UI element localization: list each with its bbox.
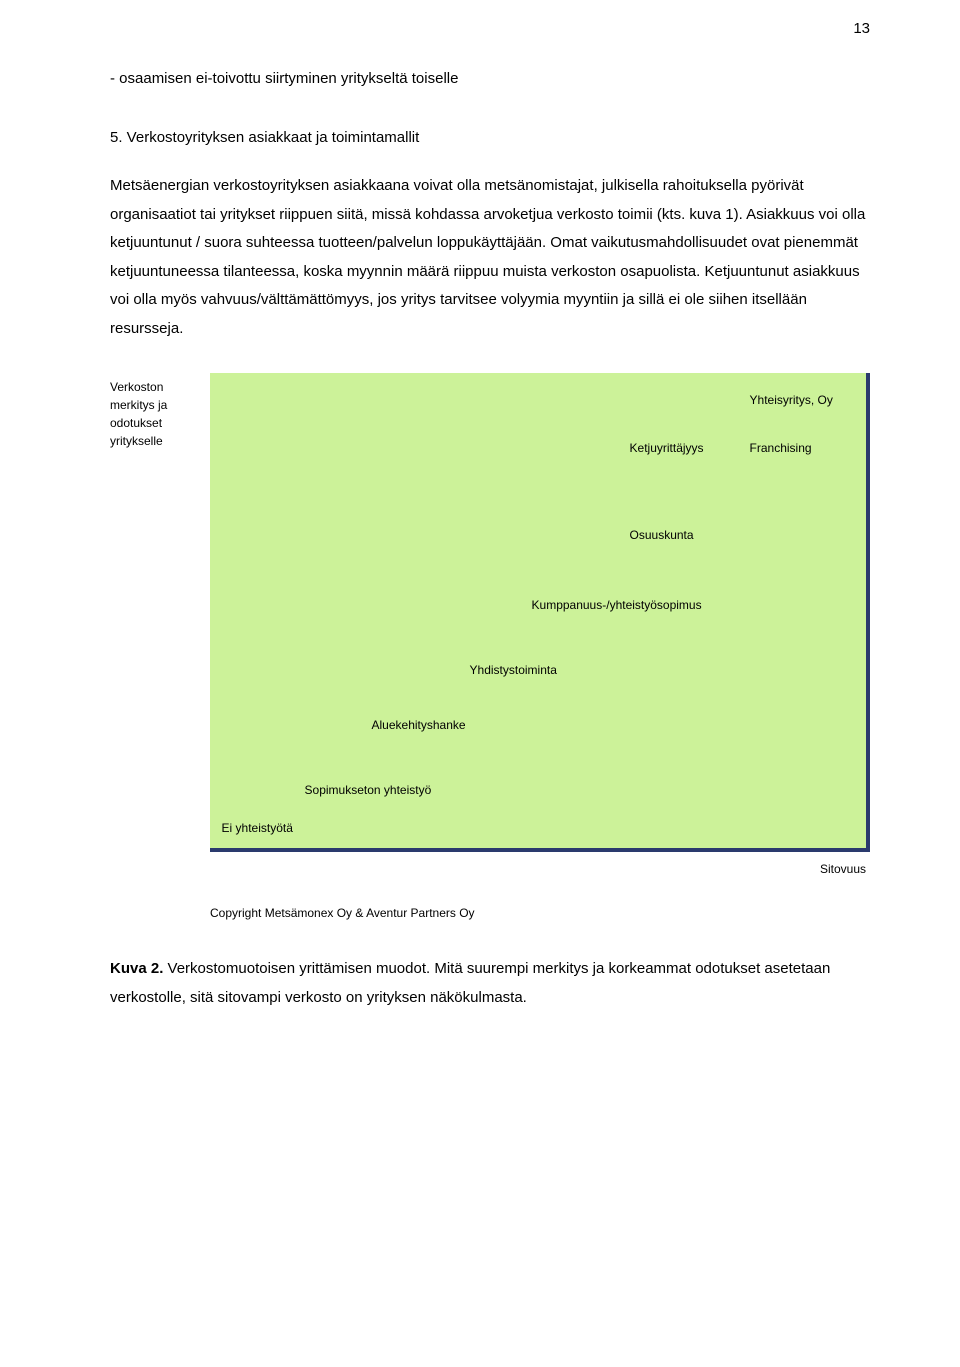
diagram-node: Yhteisyritys, Oy <box>750 393 833 407</box>
diagram-y-axis-label: Verkoston merkitys ja odotukset yritykse… <box>110 373 210 852</box>
diagram-container: Verkoston merkitys ja odotukset yritykse… <box>110 373 870 852</box>
page-number: 13 <box>853 20 870 37</box>
body-paragraph-1: Metsäenergian verkostoyrityksen asiakkaa… <box>110 172 870 343</box>
diagram-x-axis-row: Sitovuus <box>110 862 870 876</box>
diagram-node: Sopimukseton yhteistyö <box>305 783 432 797</box>
document-page: 13 - osaamisen ei-toivottu siirtyminen y… <box>0 0 960 1082</box>
diagram-node: Ketjuyrittäjyys <box>630 441 704 455</box>
diagram-node: Franchising <box>750 441 812 455</box>
diagram-node: Ei yhteistyötä <box>222 821 293 835</box>
diagram-node: Aluekehityshanke <box>372 718 466 732</box>
caption-rest: Verkostomuotoisen yrittämisen muodot. Mi… <box>110 960 830 1006</box>
section-heading: 5. Verkostoyrityksen asiakkaat ja toimin… <box>110 124 870 153</box>
diagram-copyright: Copyright Metsämonex Oy & Aventur Partne… <box>210 906 870 920</box>
diagram-x-axis-label: Sitovuus <box>209 862 870 876</box>
diagram-node: Kumppanuus-/yhteistyösopimus <box>532 598 702 612</box>
diagram-node: Yhdistystoiminta <box>470 663 557 677</box>
diagram-plot-area: Yhteisyritys, Oy Ketjuyrittäjyys Franchisi… <box>210 373 870 852</box>
caption-bold: Kuva 2. <box>110 960 163 977</box>
x-axis-spacer <box>110 862 209 876</box>
figure-caption: Kuva 2. Verkostomuotoisen yrittämisen mu… <box>110 955 870 1012</box>
diagram-node: Osuuskunta <box>630 528 694 542</box>
intro-line: - osaamisen ei-toivottu siirtyminen yrit… <box>110 65 870 94</box>
